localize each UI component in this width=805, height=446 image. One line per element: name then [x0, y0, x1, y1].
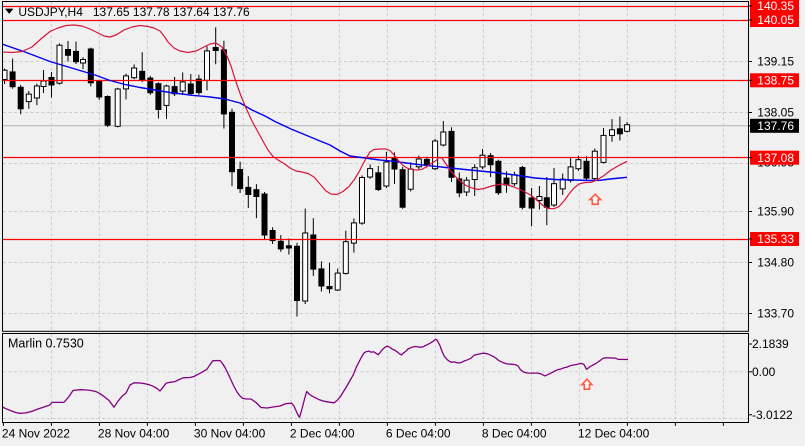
svg-text:134.80: 134.80 [757, 256, 794, 270]
svg-text:USDJPY,H4 137.65 137.78 137.: USDJPY,H4 137.65 137.78 137.64 137.76 [18, 5, 250, 19]
svg-text:8 Dec 04:00: 8 Dec 04:00 [482, 426, 547, 440]
svg-text:2 Dec 04:00: 2 Dec 04:00 [290, 426, 355, 440]
svg-text:138.75: 138.75 [757, 74, 794, 88]
svg-text:Marlin 0.7530: Marlin 0.7530 [8, 337, 84, 351]
svg-text:6 Dec 04:00: 6 Dec 04:00 [386, 426, 451, 440]
svg-text:-3.0122: -3.0122 [752, 408, 793, 422]
svg-text:139.15: 139.15 [757, 55, 794, 69]
svg-text:0.00: 0.00 [752, 365, 776, 379]
svg-text:135.90: 135.90 [757, 205, 794, 219]
svg-text:135.33: 135.33 [757, 232, 794, 246]
svg-text:133.70: 133.70 [757, 307, 794, 321]
svg-text:137.76: 137.76 [757, 119, 794, 133]
svg-text:12 Dec 04:00: 12 Dec 04:00 [578, 426, 650, 440]
svg-text:138.05: 138.05 [757, 106, 794, 120]
svg-text:140.35: 140.35 [757, 0, 794, 13]
svg-text:28 Nov 04:00: 28 Nov 04:00 [98, 426, 170, 440]
svg-text:140.05: 140.05 [757, 13, 794, 27]
svg-text:2.1839: 2.1839 [752, 337, 789, 351]
svg-text:24 Nov 2022: 24 Nov 2022 [2, 426, 70, 440]
svg-text:137.08: 137.08 [757, 151, 794, 165]
svg-text:30 Nov 04:00: 30 Nov 04:00 [194, 426, 266, 440]
